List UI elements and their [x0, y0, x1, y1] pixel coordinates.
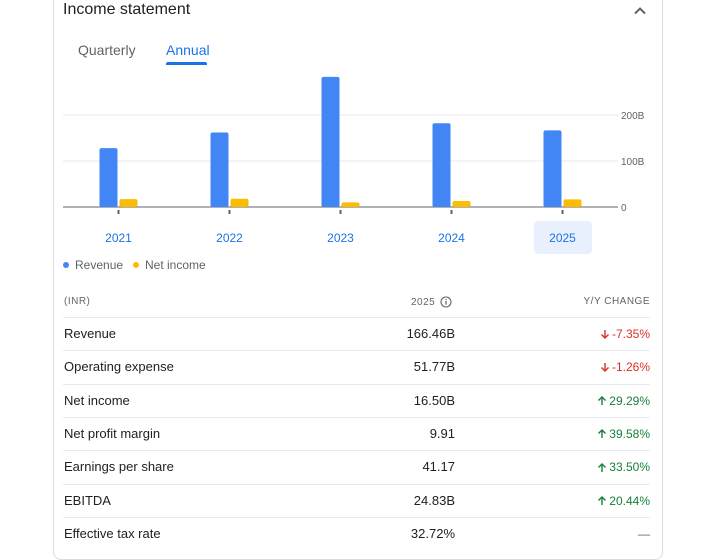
- legend-net-income: Net income: [133, 258, 206, 272]
- selected-year-highlight: [534, 221, 592, 254]
- y-tick-label: 100B: [621, 157, 645, 168]
- row-value: 41.17: [422, 459, 455, 475]
- row-change-value: 29.29%: [609, 393, 650, 408]
- y-tick-label: 0: [621, 203, 627, 214]
- row-divider: [63, 350, 650, 352]
- row-divider: [63, 483, 650, 485]
- row-label: Revenue: [64, 326, 117, 341]
- row-change: 29.29%: [597, 394, 650, 408]
- revenue-bar: [543, 130, 562, 207]
- net-income-bar: [563, 199, 582, 207]
- table-header-unit: (INR): [64, 296, 91, 307]
- arrow-up-icon: [598, 429, 607, 439]
- revenue-bar: [99, 148, 118, 207]
- row-change-value: —: [638, 526, 650, 541]
- row-value: 166.46B: [406, 326, 455, 341]
- row-change-value: 33.50%: [609, 460, 650, 475]
- x-tick-label: 2021: [105, 231, 132, 245]
- net-income-bar: [119, 199, 138, 207]
- row-change: 20.44%: [597, 494, 650, 508]
- x-tick-label: 2024: [438, 231, 465, 245]
- tab-quarterly[interactable]: Quarterly: [78, 42, 136, 58]
- net-income-bar: [230, 198, 249, 207]
- row-divider: [63, 450, 650, 452]
- y-tick-label: 200B: [621, 111, 645, 122]
- row-change-value: 20.44%: [609, 493, 650, 508]
- tab-annual-indicator: [166, 62, 207, 65]
- chevron-up-icon: [634, 7, 646, 15]
- row-value: 16.50B: [413, 392, 455, 408]
- collapse-button[interactable]: [631, 2, 649, 20]
- revenue-dot-icon: [63, 262, 69, 268]
- arrow-down-icon: [600, 362, 609, 372]
- revenue-bar: [432, 123, 451, 207]
- row-change: —: [638, 527, 650, 541]
- revenue-bar: [210, 132, 229, 207]
- tab-annual[interactable]: Annual: [166, 42, 210, 58]
- row-divider: [63, 516, 650, 518]
- income-chart: 0 100B 200B 2021 2022 2023 2024 2025: [63, 76, 645, 245]
- row-value: 32.72%: [410, 525, 455, 541]
- table-header-change: Y/Y CHANGE: [583, 296, 650, 307]
- row-change: -7.35%: [600, 327, 650, 341]
- row-value: 9.91: [429, 425, 455, 441]
- x-tick-label: 2023: [327, 231, 354, 245]
- row-change-value: 39.58%: [609, 426, 650, 441]
- arrow-up-icon: [598, 462, 607, 472]
- legend-revenue: Revenue: [63, 258, 123, 272]
- income-statement-card: [53, 0, 663, 560]
- row-label: Earnings per share: [64, 459, 174, 475]
- x-tick-label: 2022: [216, 231, 243, 245]
- net-income-bar: [452, 201, 471, 207]
- row-label: EBITDA: [64, 492, 111, 508]
- table-header-period-label: 2025: [411, 296, 436, 308]
- row-change-value: -1.26%: [611, 360, 650, 375]
- arrow-up-icon: [598, 496, 607, 505]
- arrow-down-icon: [600, 329, 609, 339]
- net-income-dot-icon: [133, 262, 139, 268]
- net-income-bar: [341, 202, 360, 207]
- row-value: 24.83B: [413, 492, 455, 508]
- info-icon[interactable]: [440, 296, 452, 308]
- card-title: Income statement: [63, 1, 191, 18]
- row-divider: [63, 317, 650, 318]
- row-label: Operating expense: [64, 359, 174, 375]
- row-label: Effective tax rate: [64, 525, 161, 541]
- row-change: 39.58%: [597, 427, 650, 441]
- row-change-value: -7.35%: [611, 327, 650, 341]
- row-label: Net income: [64, 392, 130, 408]
- legend-net-income-label: Net income: [145, 258, 206, 272]
- x-tick-label: 2025: [549, 231, 576, 245]
- revenue-bar: [321, 76, 340, 207]
- legend-revenue-label: Revenue: [75, 258, 124, 272]
- row-divider: [63, 383, 650, 385]
- table-header-period: 2025: [411, 296, 452, 308]
- row-change: -1.26%: [600, 360, 650, 374]
- arrow-up-icon: [598, 396, 607, 406]
- row-value: 51.77B: [413, 359, 455, 375]
- row-label: Net profit margin: [64, 425, 161, 441]
- row-divider: [63, 416, 650, 418]
- row-change: 33.50%: [597, 460, 650, 474]
